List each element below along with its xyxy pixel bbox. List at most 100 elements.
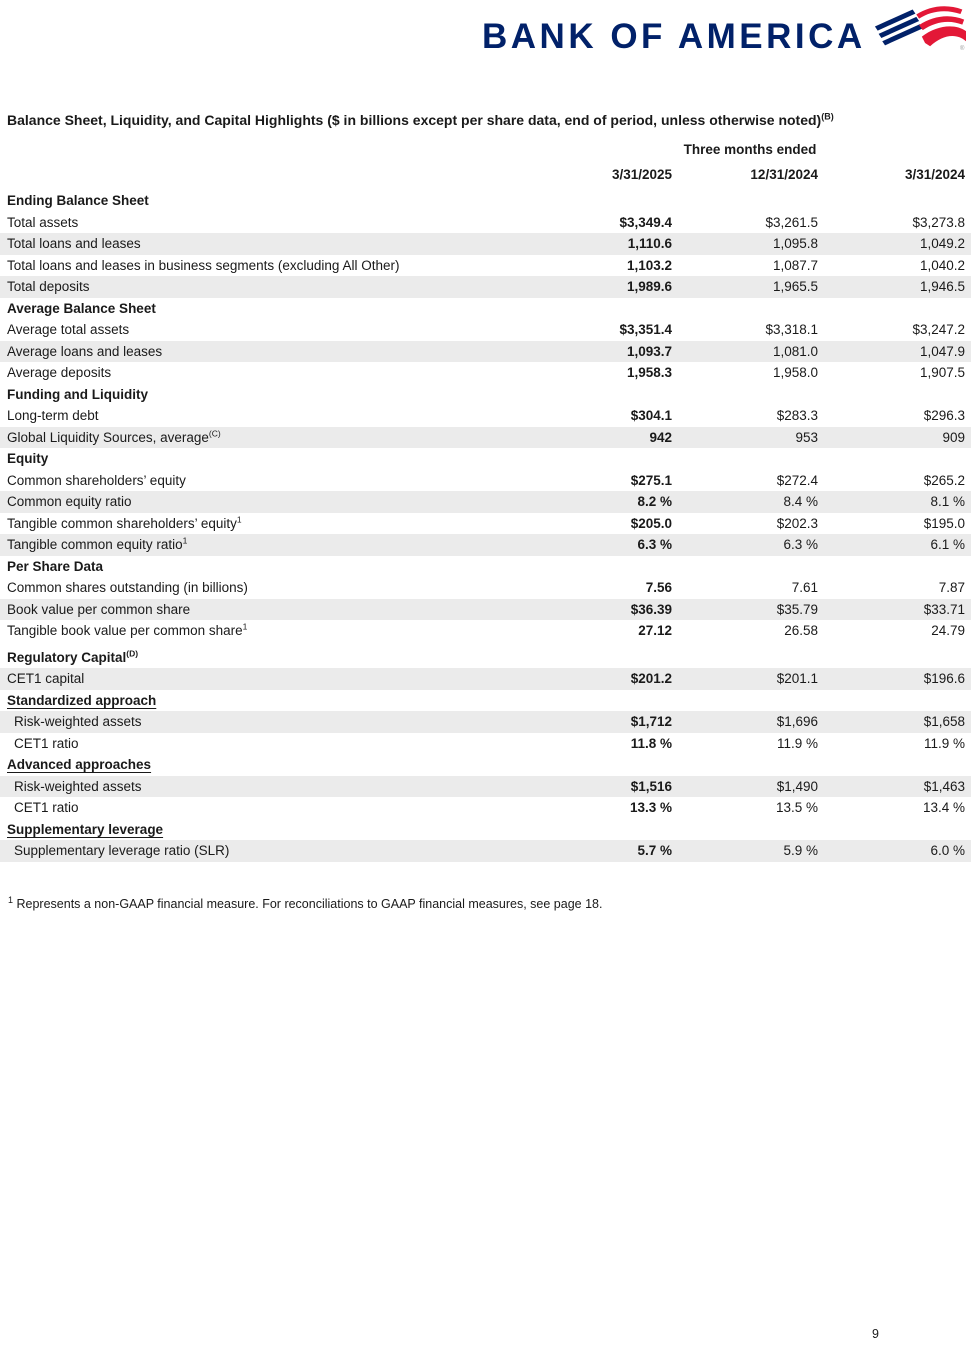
row-value: $3,261.5: [765, 214, 818, 230]
row-value: 1,047.9: [919, 343, 965, 359]
row-label: CET1 ratio: [14, 800, 79, 815]
row-label: Common shareholders’ equity: [7, 472, 186, 488]
table-row: Risk-weighted assets $1,712 $1,696 $1,658: [0, 711, 971, 733]
section-header-row: Average Balance Sheet: [0, 298, 971, 320]
row-value: $201.1: [776, 671, 818, 686]
table-row: Supplementary leverage ratio (SLR) 5.7 % 5…: [0, 840, 971, 862]
page-title: Balance Sheet, Liquidity, and Capital Hi…: [7, 111, 967, 129]
row-value: 6.3 %: [783, 537, 818, 552]
table-row: Global Liquidity Sources, average(C) 942 9…: [0, 426, 971, 448]
row-label: Tangible book value per common share1: [7, 621, 248, 638]
row-value: 11.9 %: [776, 735, 818, 751]
row-label: Global Liquidity Sources, average(C): [7, 428, 221, 445]
row-value: $201.2: [630, 671, 672, 686]
row-value: 953: [795, 429, 818, 445]
row-value: 1,081.0: [772, 343, 818, 359]
row-label: Supplementary leverage: [7, 821, 164, 837]
row-label: Equity: [7, 451, 49, 466]
row-value: 27.12: [638, 623, 672, 638]
table-row: Tangible common shareholders’ equity1 $20…: [0, 513, 971, 535]
footnote: 1 Represents a non-GAAP financial measur…: [8, 895, 602, 911]
table-row: Average total assets $3,351.4 $3,318.1 $3,2…: [0, 319, 971, 341]
subsection-header-row: Supplementary leverage: [0, 819, 971, 841]
section-header-row: Regulatory Capital(D): [0, 647, 971, 669]
row-label: Average loans and leases: [7, 343, 163, 359]
bank-of-america-wordmark: BANK OF AMERICA: [482, 16, 866, 56]
page-title-text: Balance Sheet, Liquidity, and Capital Hi…: [7, 112, 822, 128]
table-row: Total assets $3,349.4 $3,261.5 $3,273.8: [0, 212, 971, 234]
row-label: Common equity ratio: [7, 494, 132, 509]
table-row: Total loans and leases 1,110.6 1,095.8 1,04…: [0, 233, 971, 255]
row-value: 13.4 %: [922, 800, 965, 815]
table-row: Tangible common equity ratio1 6.3 % 6.3 % 6…: [0, 534, 971, 556]
row-label-superscript: 1: [242, 621, 248, 632]
row-label: Tangible common shareholders’ equity1: [7, 514, 242, 531]
row-value: $1,490: [776, 778, 818, 794]
subsection-header-row: Advanced approaches: [0, 754, 971, 776]
page-number: 9: [872, 1327, 879, 1341]
column-header-date: 3/31/2025: [611, 167, 672, 182]
row-label: Advanced approaches: [7, 757, 152, 772]
row-value: $205.0: [630, 515, 672, 531]
row-value: 7.61: [791, 580, 818, 595]
row-label: Long-term debt: [7, 408, 99, 423]
flagscape-icon: [874, 6, 966, 63]
table-row: CET1 capital $201.2 $201.1 $196.6: [0, 668, 971, 690]
row-label: Average Balance Sheet: [7, 300, 156, 316]
row-value: 5.9 %: [783, 843, 818, 858]
row-label: Regulatory Capital(D): [7, 648, 139, 665]
row-value: 6.3 %: [637, 537, 672, 552]
table-row: Tangible book value per common share1 27.…: [0, 620, 971, 642]
table-row: Risk-weighted assets $1,516 $1,490 $1,463: [0, 775, 971, 797]
row-value: $1,516: [630, 778, 672, 794]
section-header-row: Per Share Data: [0, 556, 971, 578]
row-value: $195.0: [923, 515, 965, 531]
row-label: Total loans and leases: [7, 236, 141, 251]
row-label: Total assets: [7, 214, 79, 230]
row-value: 8.4 %: [783, 494, 818, 509]
row-value: $202.3: [776, 515, 818, 531]
row-label: Book value per common share: [7, 601, 191, 617]
row-label: Risk-weighted assets: [14, 714, 142, 729]
row-value: 1,965.5: [772, 279, 818, 294]
row-value: 7.87: [938, 580, 965, 595]
row-value: $3,247.2: [912, 322, 965, 337]
table-row: Average loans and leases 1,093.7 1,081.0 1,…: [0, 340, 971, 362]
row-value: $283.3: [776, 408, 818, 423]
row-label: Total loans and leases in business segme…: [7, 257, 400, 273]
row-label: CET1 capital: [7, 671, 85, 686]
row-value: $272.4: [776, 472, 818, 488]
row-value: $1,712: [630, 714, 672, 729]
row-label-superscript: (D): [126, 648, 139, 658]
row-label: Common shares outstanding (in billions): [7, 580, 248, 595]
row-value: $33.71: [923, 601, 965, 617]
row-value: 1,907.5: [919, 365, 965, 380]
row-label: Ending Balance Sheet: [7, 193, 149, 208]
row-value: $265.2: [923, 472, 965, 488]
row-value: 942: [649, 429, 672, 445]
registered-trademark-symbol: ®: [960, 46, 965, 52]
row-value: 6.0 %: [930, 843, 965, 858]
table-row: Total deposits 1,989.6 1,965.5 1,946.5: [0, 276, 971, 298]
table-group-header-row: Three months ended: [0, 140, 971, 162]
section-header-row: Ending Balance Sheet: [0, 190, 971, 212]
table-row: CET1 ratio 11.8 % 11.9 % 11.9 %: [0, 733, 971, 755]
row-value: 1,093.7: [626, 343, 672, 359]
row-value: $3,318.1: [765, 322, 818, 337]
highlights-table-body: Ending Balance Sheet Total assets $3,349.4…: [0, 190, 971, 862]
section-header-row: Equity: [0, 448, 971, 470]
row-value: 1,095.8: [772, 236, 818, 251]
row-label: Average deposits: [7, 365, 112, 380]
row-value: 1,040.2: [919, 257, 965, 273]
row-value: 1,103.2: [626, 257, 672, 273]
row-label: Total deposits: [7, 279, 90, 294]
row-label: Average total assets: [7, 322, 130, 337]
row-value: 1,110.6: [627, 236, 672, 251]
row-value: 13.3 %: [629, 800, 672, 815]
row-value: $3,273.8: [912, 214, 965, 230]
row-label-superscript: (C): [208, 428, 221, 438]
row-value: $296.3: [923, 408, 965, 423]
row-value: $1,463: [923, 778, 965, 794]
section-header-row: Funding and Liquidity: [0, 384, 971, 406]
